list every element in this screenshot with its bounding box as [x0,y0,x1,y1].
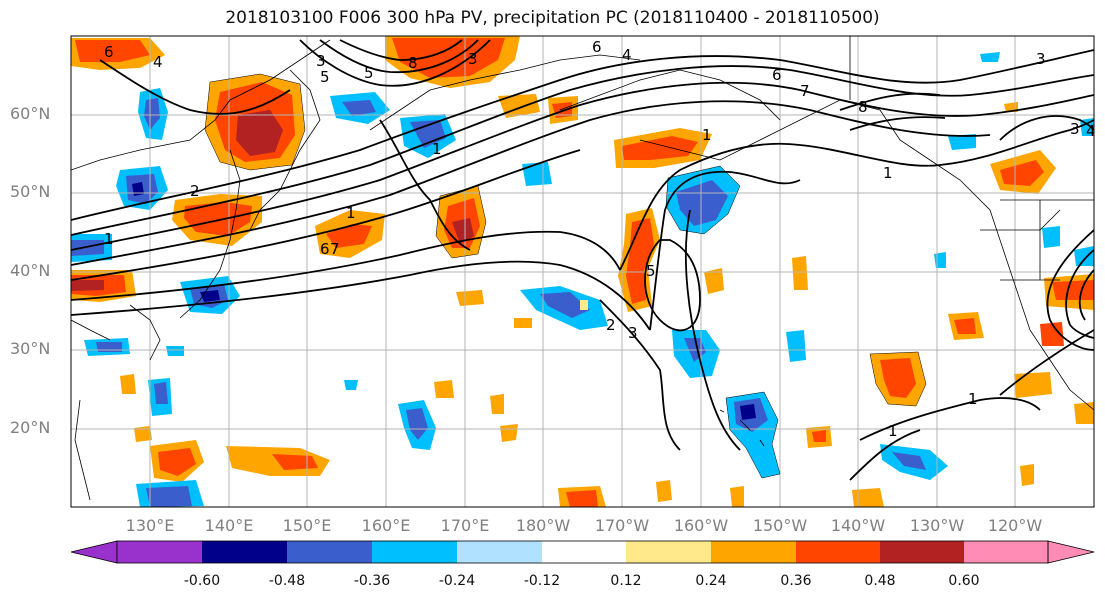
colorbar-segment [880,541,964,563]
lon-label: 160°E [361,516,411,535]
colorbar-segment [117,541,202,563]
contour-label: 7 [800,82,810,100]
colorbar-tick-label: -0.48 [268,573,306,589]
colorbar-extend-right [1047,540,1095,564]
contour-label: 3 [628,324,638,342]
lon-label: 150°E [282,516,332,535]
coastlines [71,36,1094,501]
colorbar-segment [372,541,457,563]
plot-border [70,35,1095,508]
contour-label: 3 [1070,120,1080,138]
colorbar-segment [287,541,372,563]
contour-label: 6 [104,43,114,61]
contour-label: 6 [320,240,330,258]
colorbar-tick-label: 0.36 [780,573,812,589]
lon-label: 150°W [752,516,808,535]
colorbar-tick-label: 0.12 [610,573,642,589]
contour-label: 1 [883,164,893,182]
colorbar-extend-left [70,540,118,564]
lon-label: 130°E [125,516,175,535]
lat-label: 20°N [10,418,51,437]
contour-label: 4 [1086,122,1096,140]
colorbar-segment [457,541,542,563]
contour-label: 2 [606,316,616,334]
colorbar-tick-label: -0.24 [438,573,476,589]
lat-label: 30°N [10,339,51,358]
colorbar-segment [626,541,711,563]
contour-label: 1 [432,140,442,158]
lon-label: 130°W [909,516,965,535]
colorbar [70,540,1095,564]
colorbar-tick-label: 0.24 [695,573,727,589]
colorbar-segment [542,541,626,563]
contour-label: 1 [346,204,356,222]
lon-label: 160°W [673,516,729,535]
lon-label: 120°W [987,516,1043,535]
contour-label: 5 [320,68,330,86]
precip-outlines [204,73,927,479]
colorbar-tick-label: -0.36 [353,573,391,589]
contour-label: 2 [190,182,200,200]
colorbar-tick-label: 0.60 [948,573,980,589]
contour-labels: 6 4 3 5 8 3 5 6 4 1 2 7 6 7 8 3 4 3 1 1 … [104,38,1096,440]
contour-label: 7 [330,240,340,258]
lon-label: 170°E [440,516,490,535]
contour-label: 5 [364,64,374,82]
colorbar-tick-label: 0.48 [864,573,896,589]
colorbar-segment [964,541,1048,563]
contour-label: 8 [408,54,418,72]
contour-label: 3 [316,52,326,70]
contour-label: 3 [1036,50,1046,68]
contour-label: 3 [468,50,478,68]
lon-label: 180°W [515,516,571,535]
colorbar-segment [711,541,796,563]
lon-label: 140°E [204,516,254,535]
lat-label: 60°N [10,104,51,123]
contour-label: 1 [104,230,114,248]
contour-label: 6 [772,66,782,84]
colorbar-segment [796,541,880,563]
contour-label: 6 [592,38,602,56]
contour-label: 4 [153,53,163,71]
contour-label: 1 [702,126,712,144]
map-title: 2018103100 F006 300 hPa PV, precipitatio… [225,8,880,28]
contour-label: 8 [858,98,868,116]
lat-label: 40°N [10,261,51,280]
lon-label: 140°W [830,516,886,535]
lat-label: 50°N [10,182,51,201]
lon-label: 170°W [594,516,650,535]
contour-label: 5 [646,262,656,280]
pv-contours [71,39,1094,481]
colorbar-tick-label: -0.60 [183,573,221,589]
colorbar-segment [202,541,287,563]
contour-label: 1 [968,390,978,408]
colorbar-tick-label: -0.12 [523,573,561,589]
contour-label: 4 [622,46,632,64]
contour-label: 1 [888,422,898,440]
